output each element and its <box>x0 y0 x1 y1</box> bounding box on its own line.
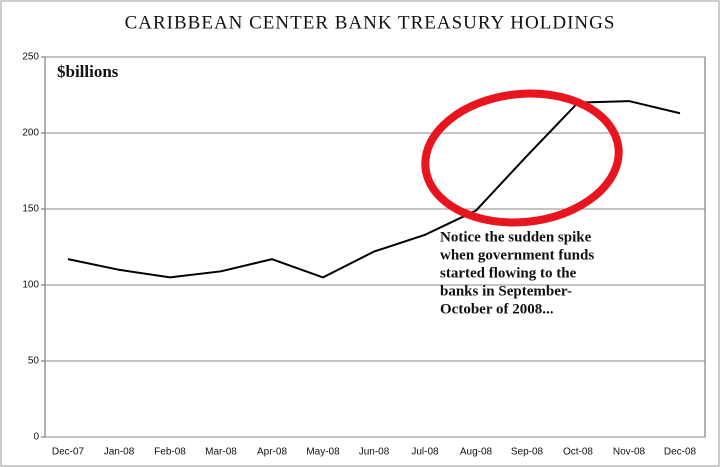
annotation: banks in September- <box>440 283 572 299</box>
x-tick-label: Jul-08 <box>411 447 439 458</box>
x-tick-label: Feb-08 <box>154 447 186 458</box>
y-axis-label: $billions <box>57 62 119 81</box>
y-tick-label: 50 <box>28 356 40 367</box>
x-tick-label: Oct-08 <box>563 447 593 458</box>
x-tick-label: May-08 <box>306 447 340 458</box>
y-tick-label: 250 <box>22 52 39 63</box>
x-tick-label: Apr-08 <box>257 447 287 458</box>
x-tick-label: Jun-08 <box>359 447 390 458</box>
x-tick-label: Dec-07 <box>52 447 85 458</box>
x-tick-label: Mar-08 <box>205 447 237 458</box>
annotation: Notice the sudden spike <box>440 229 592 245</box>
chart-title: CARIBBEAN CENTER BANK TREASURY HOLDINGS <box>125 12 616 33</box>
annotation: October of 2008... <box>440 301 554 317</box>
y-tick-label: 100 <box>22 280 39 291</box>
y-tick-label: 200 <box>22 128 39 139</box>
annotation: when government funds <box>440 247 594 263</box>
x-tick-label: Sep-08 <box>511 447 544 458</box>
x-tick-label: Dec-08 <box>664 447 697 458</box>
annotation: started flowing to the <box>440 265 577 281</box>
highlight-circle <box>421 89 623 227</box>
x-tick-label: Jan-08 <box>104 447 135 458</box>
x-tick-label: Nov-08 <box>613 447 646 458</box>
y-tick-label: 150 <box>22 204 39 215</box>
y-tick-label: 0 <box>33 432 39 443</box>
x-tick-label: Aug-08 <box>460 447 493 458</box>
